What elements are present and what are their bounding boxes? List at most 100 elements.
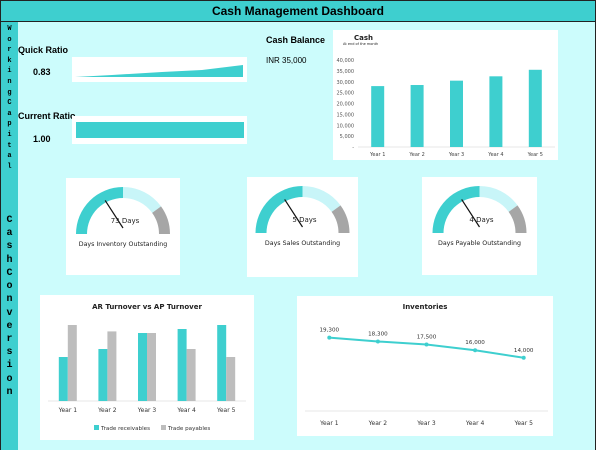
gauge-value-label: 73 Days	[111, 217, 140, 225]
turnover-x-tick-label: Year 3	[137, 407, 157, 414]
sidebar-letter: p	[7, 120, 12, 129]
receivables-bar	[98, 349, 108, 401]
gauge-segment-low	[76, 187, 123, 234]
inventories-chart-title: Inventories	[402, 303, 448, 311]
cash-x-tick-label: Year 1	[369, 152, 385, 158]
sidebar-letter: a	[7, 109, 12, 118]
inventories-x-tick-label: Year 4	[465, 420, 485, 427]
inventories-chart-panel: Inventories 19,300 Year 1 18,300 Year 2 17,5…	[297, 296, 553, 436]
sidebar-letter: n	[6, 294, 13, 306]
cash-y-tick-label: -	[352, 145, 354, 151]
receivables-bar	[138, 333, 147, 401]
cash-chart-subtitle: At end of the month	[343, 42, 379, 46]
cash-y-tick-label: 25,000	[337, 91, 355, 97]
current-ratio-sparkline-panel	[72, 116, 247, 144]
sidebar-letter: s	[6, 347, 13, 359]
gauge-segment-mid	[123, 187, 162, 213]
payables-bar	[67, 325, 77, 401]
cash-bar	[450, 80, 463, 147]
payables-bar	[107, 331, 117, 401]
dashboard-title-bar: Cash Management Dashboard	[0, 0, 596, 22]
current-ratio-sparkline	[76, 122, 244, 138]
turnover-chart-title: AR Turnover vs AP Turnover	[92, 303, 202, 311]
inventories-line	[329, 336, 524, 359]
dashboard-title: Cash Management Dashboard	[211, 4, 385, 18]
cash-chart: 40,000 35,000 30,000 25,000 20,000 15,000 10,0…	[337, 58, 555, 158]
gauge-needle	[284, 199, 304, 228]
cash-balance-label: Cash Balance	[266, 35, 326, 45]
cash-x-tick-label: Year 5	[527, 152, 543, 158]
quick-ratio-sparkline	[75, 65, 243, 77]
sidebar-letter: o	[6, 281, 13, 293]
inventories-x-tick-label: Year 3	[416, 420, 436, 427]
receivables-bar	[217, 325, 227, 401]
dio-gauge: 73 Days Days Inventory Outstanding	[76, 187, 170, 248]
gauge-segment-low	[432, 186, 480, 233]
legend-label: Trade payables	[167, 426, 210, 432]
cash-bar	[528, 69, 542, 147]
receivables-bar	[58, 357, 68, 401]
cash-y-tick-label: 40,000	[337, 58, 355, 64]
sidebar-letter: e	[6, 320, 13, 332]
dso-gauge: 5 Days Days Sales Outstanding	[255, 186, 350, 247]
gauge-needle	[104, 200, 124, 229]
sidebar-letter: a	[6, 228, 13, 240]
sidebar-letter: l	[7, 162, 12, 171]
sidebar-letter: t	[7, 141, 12, 150]
sidebar-letter: C	[6, 215, 13, 226]
quick-ratio-value: 0.83	[33, 67, 51, 77]
inventories-point	[375, 339, 380, 344]
sidebar-letter: o	[6, 373, 13, 385]
cash-bar	[410, 85, 424, 147]
gauge-caption: Days Payable Outstanding	[438, 240, 521, 247]
sidebar-letter: i	[6, 360, 13, 372]
cash-chart-panel: Cash At end of the month 40,000 35,000 30,…	[333, 30, 558, 160]
legend-label: Trade receivables	[100, 426, 150, 432]
cash-x-tick-label: Year 3	[448, 152, 464, 158]
left-section-bar	[1, 22, 18, 450]
gauge-segment-low	[255, 186, 303, 233]
dpo-gauge: 4 Days Days Payable Outstanding	[432, 186, 527, 247]
inventories-point	[521, 355, 526, 360]
sidebar-letter: C	[7, 99, 12, 108]
current-ratio-label: Current Ratio	[18, 111, 76, 121]
gauge-segment-mid	[479, 186, 518, 212]
gauge-segment-high	[331, 205, 350, 233]
cash-x-tick-label: Year 4	[487, 152, 503, 158]
cash-y-tick-label: 30,000	[337, 80, 355, 86]
sidebar-letter: a	[7, 152, 12, 161]
turnover-x-tick-label: Year 4	[176, 407, 196, 414]
cash-chart-title: Cash	[354, 34, 374, 42]
cash-bar	[371, 86, 385, 147]
turnover-x-tick-label: Year 2	[97, 407, 117, 414]
cash-y-tick-label: 35,000	[337, 69, 355, 75]
sidebar-letter: C	[6, 267, 13, 279]
sidebar-letter: r	[7, 46, 12, 55]
sidebar-letter: h	[6, 254, 13, 266]
dio-gauge-panel: 73 Days Days Inventory Outstanding	[66, 178, 180, 275]
payables-bar	[147, 333, 156, 401]
sidebar-letter: v	[6, 307, 13, 319]
inventories-x-tick-label: Year 2	[368, 420, 388, 427]
cash-y-tick-label: 10,000	[337, 123, 355, 129]
sidebar-letter: W	[7, 25, 12, 33]
sidebar-letter: o	[7, 35, 12, 44]
gauge-segment-high	[152, 206, 170, 234]
sidebar-letter: g	[7, 88, 12, 97]
inventories-point	[424, 342, 429, 347]
legend-swatch	[94, 425, 99, 430]
gauge-caption: Days Sales Outstanding	[265, 240, 340, 247]
cash-y-tick-label: 15,000	[337, 112, 355, 118]
legend-swatch	[161, 425, 166, 430]
current-ratio-area	[76, 122, 244, 138]
gauge-value-label: 5 Days	[292, 216, 317, 224]
inventories-data-label: 19,300	[320, 328, 340, 334]
sidebar-letter: i	[7, 67, 12, 76]
cash-balance-value: INR 35,000	[266, 56, 307, 65]
gauge-segment-mid	[302, 186, 341, 212]
cash-y-tick-label: 20,000	[337, 102, 355, 108]
quick-ratio-sparkline-panel	[72, 57, 247, 82]
